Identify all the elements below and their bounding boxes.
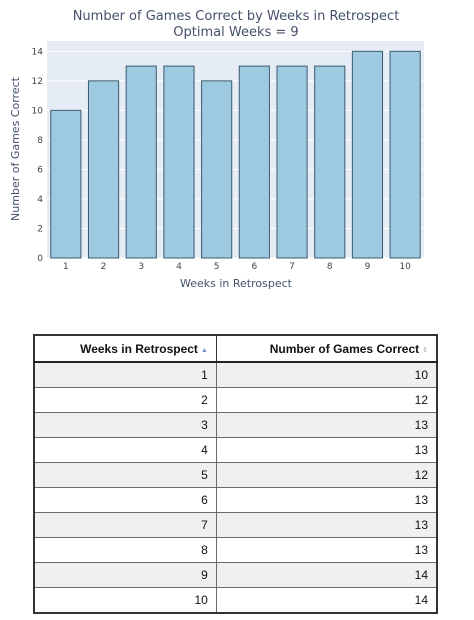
y-tick-label: 6 xyxy=(37,165,43,175)
bar xyxy=(163,65,195,259)
bar xyxy=(238,65,270,259)
table-row: 5 12 xyxy=(34,462,437,488)
y-tick-label: 14 xyxy=(32,47,44,57)
cell-weeks: 3 xyxy=(34,412,217,438)
table-row: 9 14 xyxy=(34,562,437,588)
cell-weeks: 8 xyxy=(34,537,217,563)
column-header-label: Weeks in Retrospect xyxy=(80,341,198,356)
cell-weeks: 5 xyxy=(34,462,217,488)
bar xyxy=(125,65,157,259)
cell-games-correct: 12 xyxy=(216,387,437,413)
x-tick-label: 9 xyxy=(365,262,371,272)
table-row: 4 13 xyxy=(34,437,437,463)
y-tick-label: 2 xyxy=(37,224,43,234)
bar xyxy=(351,50,384,259)
cell-games-correct: 14 xyxy=(216,587,437,613)
bar xyxy=(50,109,82,259)
cell-games-correct: 13 xyxy=(216,512,437,538)
x-tick-label: 3 xyxy=(138,262,144,272)
x-tick-label: 4 xyxy=(176,262,182,272)
cell-games-correct: 12 xyxy=(216,462,437,488)
cell-weeks: 9 xyxy=(34,562,217,588)
y-tick-label: 12 xyxy=(32,77,43,87)
cell-games-correct: 14 xyxy=(216,562,437,588)
x-tick-label: 5 xyxy=(214,262,220,272)
cell-games-correct: 13 xyxy=(216,412,437,438)
cell-games-correct: 13 xyxy=(216,437,437,463)
sort-both-icon[interactable]: ⇕ xyxy=(422,346,428,354)
table-row: 8 13 xyxy=(34,537,437,563)
table-row: 10 14 xyxy=(34,587,437,613)
column-header-games-correct[interactable]: Number of Games Correct ⇕ xyxy=(216,335,437,363)
cell-weeks: 4 xyxy=(34,437,217,463)
cell-weeks: 1 xyxy=(34,361,217,388)
table-header-row: Weeks in Retrospect ▲ Number of Games Cor… xyxy=(34,335,437,363)
cell-weeks: 10 xyxy=(34,587,217,613)
x-axis-ticks: 1 2 3 4 5 6 7 8 9 10 xyxy=(63,262,411,272)
cell-games-correct: 13 xyxy=(216,537,437,563)
bar xyxy=(314,65,346,259)
bar xyxy=(201,80,233,259)
y-tick-label: 10 xyxy=(32,106,44,116)
chart-title: Number of Games Correct by Weeks in Retr… xyxy=(73,9,400,24)
column-header-label: Number of Games Correct xyxy=(269,341,420,356)
bar-chart: Number of Games Correct by Weeks in Retr… xyxy=(9,9,424,290)
table-row: 1 10 xyxy=(34,361,437,388)
x-tick-label: 8 xyxy=(327,262,333,272)
chart-subtitle: Optimal Weeks = 9 xyxy=(173,25,298,40)
cell-weeks: 7 xyxy=(34,512,217,538)
table-row: 2 12 xyxy=(34,387,437,413)
x-tick-label: 6 xyxy=(251,262,257,272)
cell-weeks: 2 xyxy=(34,387,217,413)
x-tick-label: 1 xyxy=(63,262,69,272)
bar xyxy=(276,65,308,259)
table-row: 3 13 xyxy=(34,412,437,438)
cell-games-correct: 13 xyxy=(216,487,437,513)
bar xyxy=(389,50,421,259)
bar xyxy=(87,80,120,259)
cell-weeks: 6 xyxy=(34,487,217,513)
y-tick-label: 4 xyxy=(37,195,43,205)
table-row: 6 13 xyxy=(34,487,437,513)
y-axis-ticks: 0 2 4 6 8 10 12 14 xyxy=(32,47,44,264)
y-axis-title: Number of Games Correct xyxy=(9,76,22,221)
data-table: Weeks in Retrospect ▲ Number of Games Cor… xyxy=(33,334,438,614)
x-tick-label: 2 xyxy=(101,262,107,272)
cell-games-correct: 10 xyxy=(216,361,437,388)
bars xyxy=(50,50,421,259)
x-axis-title: Weeks in Retrospect xyxy=(180,277,293,290)
x-tick-label: 10 xyxy=(399,262,411,272)
column-header-weeks[interactable]: Weeks in Retrospect ▲ xyxy=(34,335,217,363)
table-row: 7 13 xyxy=(34,512,437,538)
y-tick-label: 0 xyxy=(37,254,43,264)
sort-ascending-icon[interactable]: ▲ xyxy=(200,346,208,354)
x-tick-label: 7 xyxy=(289,262,295,272)
y-tick-label: 8 xyxy=(37,136,43,146)
